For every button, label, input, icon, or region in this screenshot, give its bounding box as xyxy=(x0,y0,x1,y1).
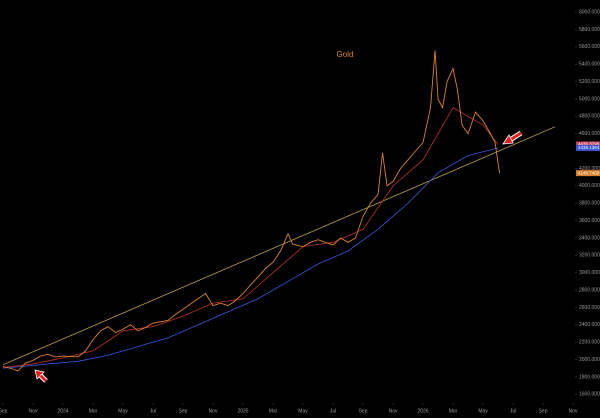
price-tag xyxy=(576,144,600,151)
y-tick-label: 4200.0000 xyxy=(579,166,600,172)
y-tick-label: 5000.0000 xyxy=(579,96,600,102)
price-tag xyxy=(576,141,600,148)
y-tick-label: 6000.0000 xyxy=(579,9,600,15)
y-tick-label: 3600.0000 xyxy=(579,218,600,224)
y-tick-label: 4800.0000 xyxy=(579,114,600,120)
y-tick-label: 2000.0000 xyxy=(579,357,600,363)
y-tick-label: 2200.0000 xyxy=(579,340,600,346)
x-tick-label: May xyxy=(298,408,308,414)
x-tick-label: Jul xyxy=(330,408,336,414)
price-tag-label: 4146.7400 xyxy=(578,170,600,175)
x-tick-label: Sep xyxy=(179,408,188,414)
y-tick-label: 1800.0000 xyxy=(579,374,600,380)
chart-title: Gold xyxy=(337,50,354,59)
x-tick-label: Sep xyxy=(359,408,368,414)
x-tick-label: 2024 xyxy=(57,408,68,414)
y-tick-label: 4600.0000 xyxy=(579,131,600,137)
price-tag-label: 4476.3795 xyxy=(578,142,600,147)
y-tick-label: 1600.0000 xyxy=(579,392,600,398)
series-line xyxy=(2,107,499,368)
price-tag-label: 4436.1364 xyxy=(578,145,600,150)
series-line xyxy=(2,50,500,372)
y-tick-label: 3000.0000 xyxy=(579,270,600,276)
x-tick-label: Sep xyxy=(0,408,8,414)
annotation-arrow xyxy=(34,369,48,383)
x-tick-label: Sep xyxy=(539,408,548,414)
y-tick-label: 2800.0000 xyxy=(579,287,600,293)
annotation-arrow xyxy=(502,130,523,145)
y-tick-label: 3200.0000 xyxy=(579,253,600,259)
x-tick-label: May xyxy=(478,408,488,414)
x-tick-label: Mar xyxy=(269,408,278,414)
x-tick-label: Nov xyxy=(209,408,218,414)
series-line xyxy=(2,126,556,366)
x-tick-label: 2026 xyxy=(417,408,428,414)
x-tick-label: Nov xyxy=(569,408,578,414)
x-tick-label: Nov xyxy=(29,408,38,414)
y-tick-label: 2600.0000 xyxy=(579,305,600,311)
y-tick-label: 3400.0000 xyxy=(579,235,600,241)
y-tick-label: 3800.0000 xyxy=(579,201,600,207)
x-tick-label: Mar xyxy=(449,408,458,414)
x-tick-label: May xyxy=(118,408,128,414)
x-tick-label: Mar xyxy=(89,408,98,414)
y-tick-label: 5200.0000 xyxy=(579,79,600,85)
y-tick-label: 4000.0000 xyxy=(579,183,600,189)
y-tick-label: 2400.0000 xyxy=(579,322,600,328)
x-tick-label: 2025 xyxy=(237,408,248,414)
x-tick-label: Jul xyxy=(510,408,516,414)
series-line xyxy=(2,147,499,369)
y-tick-label: 5600.0000 xyxy=(579,44,600,50)
y-tick-label: 5400.0000 xyxy=(579,62,600,68)
price-tag xyxy=(576,170,600,177)
x-tick-label: Jul xyxy=(150,408,156,414)
x-tick-label: Nov xyxy=(389,408,398,414)
y-tick-label: 5800.0000 xyxy=(579,27,600,33)
